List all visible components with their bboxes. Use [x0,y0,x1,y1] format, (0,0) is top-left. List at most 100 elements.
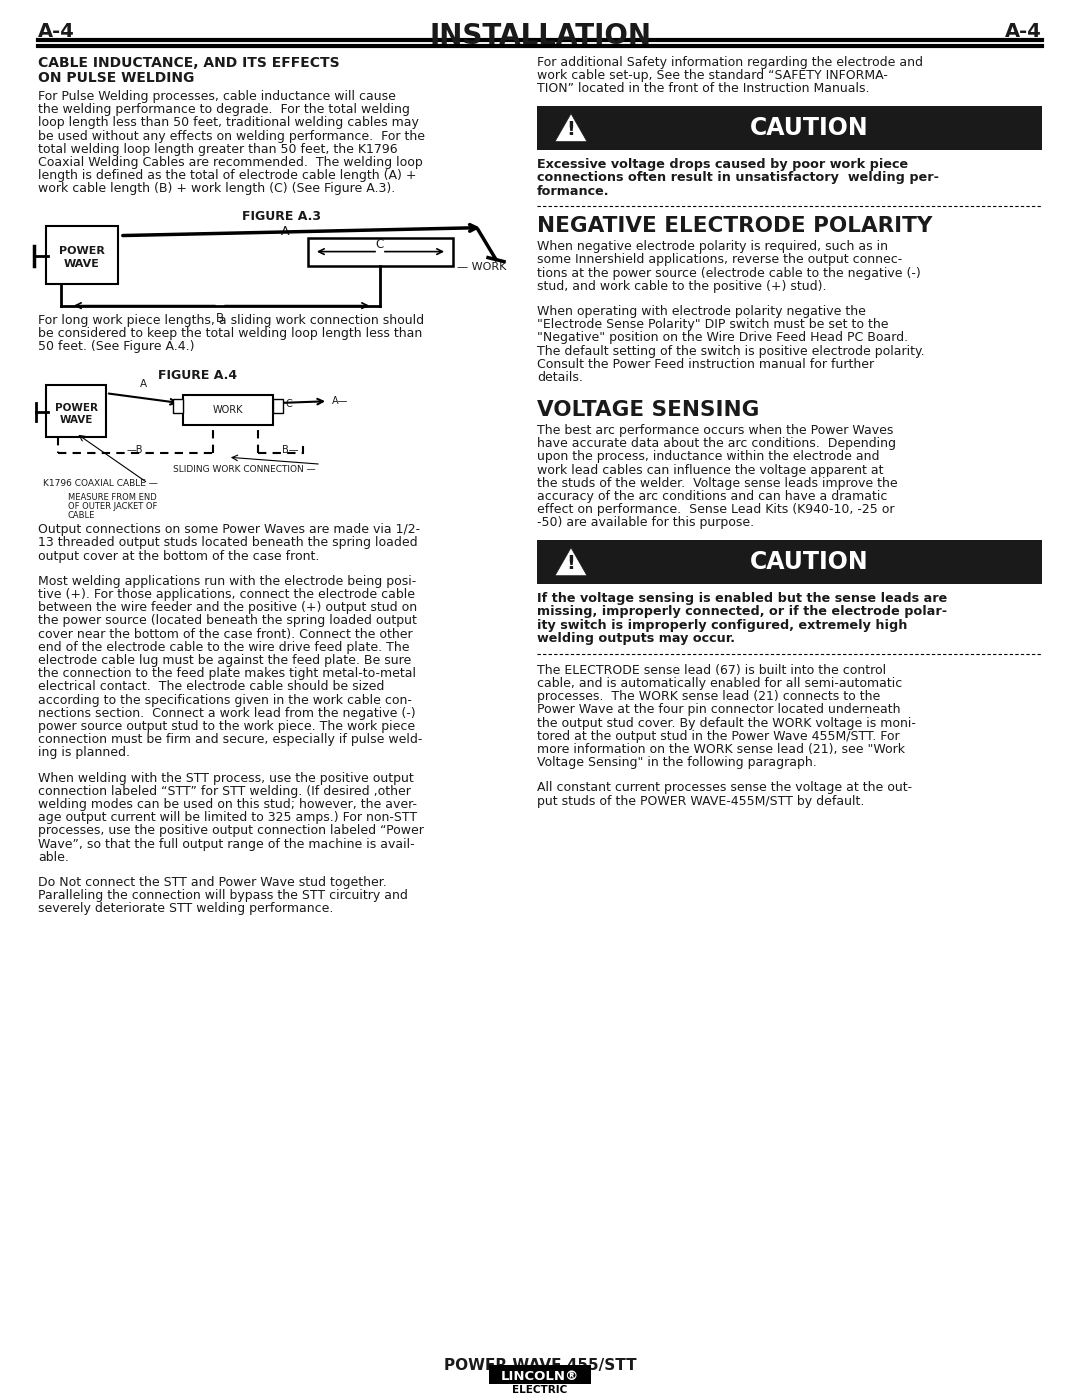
Bar [537,106,1042,149]
Text: —B: —B [126,446,144,455]
Text: "Electrode Sense Polarity" DIP switch must be set to the: "Electrode Sense Polarity" DIP switch mu… [537,319,889,331]
Text: The default setting of the switch is positive electrode polarity.: The default setting of the switch is pos… [537,345,924,358]
Text: tored at the output stud in the Power Wave 455M/STT. For: tored at the output stud in the Power Wa… [537,729,900,743]
Text: tive (+). For those applications, connect the electrode cable: tive (+). For those applications, connec… [38,588,415,601]
Text: FIGURE A.3: FIGURE A.3 [242,210,321,222]
Text: MEASURE FROM END: MEASURE FROM END [68,493,157,502]
Text: more information on the WORK sense lead (21), see "Work: more information on the WORK sense lead … [537,743,905,756]
Text: be considered to keep the total welding loop length less than: be considered to keep the total welding … [38,327,422,339]
Text: WAVE: WAVE [64,258,100,268]
Text: welding outputs may occur.: welding outputs may occur. [537,633,735,645]
Bar [489,1383,591,1397]
Text: The ELECTRODE sense lead (67) is built into the control: The ELECTRODE sense lead (67) is built i… [537,664,886,676]
Text: formance.: formance. [537,184,609,197]
Text: For long work piece lengths, a sliding work connection should: For long work piece lengths, a sliding w… [38,313,424,327]
Text: accuracy of the arc conditions and can have a dramatic: accuracy of the arc conditions and can h… [537,490,888,503]
Text: CAUTION: CAUTION [750,116,868,140]
Text: output cover at the bottom of the case front.: output cover at the bottom of the case f… [38,549,320,563]
Text: Excessive voltage drops caused by poor work piece: Excessive voltage drops caused by poor w… [537,158,908,170]
Text: age output current will be limited to 325 amps.) For non-STT: age output current will be limited to 32… [38,812,417,824]
Text: OF OUTER JACKET OF: OF OUTER JACKET OF [68,502,158,511]
Text: Paralleling the connection will bypass the STT circuitry and: Paralleling the connection will bypass t… [38,890,408,902]
Text: NEGATIVE ELECTRODE POLARITY: NEGATIVE ELECTRODE POLARITY [537,217,932,236]
Text: length is defined as the total of electrode cable length (A) +: length is defined as the total of electr… [38,169,417,182]
Text: welding modes can be used on this stud; however, the aver-: welding modes can be used on this stud; … [38,798,417,812]
Text: VOLTAGE SENSING: VOLTAGE SENSING [537,400,759,420]
Text: For additional Safety information regarding the electrode and: For additional Safety information regard… [537,56,923,68]
Bar [173,400,183,414]
Text: When operating with electrode polarity negative the: When operating with electrode polarity n… [537,305,866,319]
Text: A: A [281,225,289,237]
Text: be used without any effects on welding performance.  For the: be used without any effects on welding p… [38,130,426,142]
Text: the output stud cover. By default the WORK voltage is moni-: the output stud cover. By default the WO… [537,717,916,729]
Text: cable, and is automatically enabled for all semi-automatic: cable, and is automatically enabled for … [537,678,902,690]
Text: ing is planned.: ing is planned. [38,746,130,760]
Text: All constant current processes sense the voltage at the out-: All constant current processes sense the… [537,781,913,795]
Text: C: C [174,400,181,409]
Text: B—: B— [282,446,298,455]
Text: SLIDING WORK CONNECTION —: SLIDING WORK CONNECTION — [173,465,315,474]
Text: according to the specifications given in the work cable con-: according to the specifications given in… [38,693,411,707]
Text: INSTALLATION: INSTALLATION [429,22,651,50]
Text: A: A [139,379,147,390]
Text: severely deteriorate STT welding performance.: severely deteriorate STT welding perform… [38,902,334,915]
Bar [537,539,1042,584]
Text: If the voltage sensing is enabled but the sense leads are: If the voltage sensing is enabled but th… [537,592,947,605]
Text: processes, use the positive output connection labeled “Power: processes, use the positive output conne… [38,824,423,837]
Text: nections section.  Connect a work lead from the negative (-): nections section. Connect a work lead fr… [38,707,416,719]
Text: tions at the power source (electrode cable to the negative (-): tions at the power source (electrode cab… [537,267,921,279]
Text: electrode cable lug must be against the feed plate. Be sure: electrode cable lug must be against the … [38,654,411,666]
Text: -50) are available for this purpose.: -50) are available for this purpose. [537,517,754,529]
Text: "Negative" position on the Wire Drive Feed Head PC Board.: "Negative" position on the Wire Drive Fe… [537,331,908,344]
Text: POWER WAVE 455/STT: POWER WAVE 455/STT [444,1358,636,1373]
Bar [183,395,273,425]
Text: For Pulse Welding processes, cable inductance will cause: For Pulse Welding processes, cable induc… [38,89,396,103]
Text: K1796 COAXIAL CABLE —: K1796 COAXIAL CABLE — [43,479,158,488]
Text: stud, and work cable to the positive (+) stud).: stud, and work cable to the positive (+)… [537,279,826,293]
Text: C: C [376,237,384,250]
Text: details.: details. [537,370,583,384]
Bar [489,1365,591,1397]
Text: total welding loop length greater than 50 feet, the K1796: total welding loop length greater than 5… [38,142,397,156]
Text: work cable length (B) + work length (C) (See Figure A.3).: work cable length (B) + work length (C) … [38,183,395,196]
Text: connections often result in unsatisfactory  welding per-: connections often result in unsatisfacto… [537,170,939,184]
Text: A-4: A-4 [38,22,75,41]
Text: electrical contact.  The electrode cable should be sized: electrical contact. The electrode cable … [38,680,384,693]
Text: !: ! [567,555,576,573]
Text: !: ! [567,120,576,140]
Bar [489,1368,591,1386]
Text: Do Not connect the STT and Power Wave stud together.: Do Not connect the STT and Power Wave st… [38,876,387,888]
Bar [46,225,118,284]
Text: end of the electrode cable to the wire drive feed plate. The: end of the electrode cable to the wire d… [38,641,409,654]
Text: put studs of the POWER WAVE-455M/STT by default.: put studs of the POWER WAVE-455M/STT by … [537,795,864,807]
Text: the welding performance to degrade.  For the total welding: the welding performance to degrade. For … [38,103,410,116]
Text: able.: able. [38,851,69,863]
Text: POWER: POWER [54,404,97,414]
Text: loop length less than 50 feet, traditional welding cables may: loop length less than 50 feet, tradition… [38,116,419,130]
Text: missing, improperly connected, or if the electrode polar-: missing, improperly connected, or if the… [537,605,947,619]
Bar [46,386,106,437]
Text: Coaxial Welding Cables are recommended.  The welding loop: Coaxial Welding Cables are recommended. … [38,156,422,169]
Text: Output connections on some Power Waves are made via 1/2-: Output connections on some Power Waves a… [38,524,420,536]
Text: power source output stud to the work piece. The work piece: power source output stud to the work pie… [38,719,415,733]
Text: B: B [216,312,224,324]
Text: have accurate data about the arc conditions.  Depending: have accurate data about the arc conditi… [537,437,896,450]
Text: connection labeled “STT” for STT welding. (If desired ,other: connection labeled “STT” for STT welding… [38,785,410,798]
Text: A-4: A-4 [1005,22,1042,41]
Text: some Innershield applications, reverse the output connec-: some Innershield applications, reverse t… [537,253,902,267]
Bar [273,400,283,414]
Text: C: C [285,400,292,409]
Text: POWER: POWER [59,246,105,256]
Text: 50 feet. (See Figure A.4.): 50 feet. (See Figure A.4.) [38,339,194,353]
Text: WORK: WORK [213,405,243,415]
Text: cover near the bottom of the case front). Connect the other: cover near the bottom of the case front)… [38,627,413,641]
Text: effect on performance.  Sense Lead Kits (K940-10, -25 or: effect on performance. Sense Lead Kits (… [537,503,894,517]
Text: When negative electrode polarity is required, such as in: When negative electrode polarity is requ… [537,240,888,253]
Text: work lead cables can influence the voltage apparent at: work lead cables can influence the volta… [537,464,883,476]
Text: CABLE: CABLE [68,511,95,520]
Text: The best arc performance occurs when the Power Waves: The best arc performance occurs when the… [537,425,893,437]
Text: Power Wave at the four pin connector located underneath: Power Wave at the four pin connector loc… [537,703,901,717]
Text: Voltage Sensing" in the following paragraph.: Voltage Sensing" in the following paragr… [537,756,816,770]
Text: upon the process, inductance within the electrode and: upon the process, inductance within the … [537,450,879,464]
Text: Wave”, so that the full output range of the machine is avail-: Wave”, so that the full output range of … [38,838,415,851]
